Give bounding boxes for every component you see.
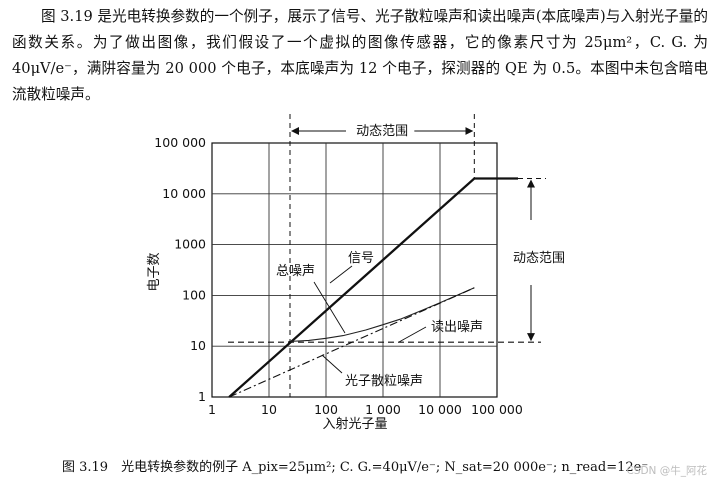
x-axis-label: 入射光子量 xyxy=(322,416,387,432)
read-noise-label: 读出噪声 xyxy=(431,320,483,335)
plot-frame xyxy=(211,142,498,398)
signal-label: 信号 xyxy=(348,251,374,266)
x-tick-label: 10 000 xyxy=(418,402,462,417)
y-axis-label: 电子数 xyxy=(147,252,162,291)
dynamic-range-label-vertical: 动态范围 xyxy=(513,251,565,266)
read-noise-label-leader xyxy=(398,326,427,343)
y-tick-label: 100 xyxy=(182,287,206,302)
caption-formula: A_pix=25μm²; C. G.=40μV/e⁻; N_sat=20 000… xyxy=(242,460,649,475)
shot-noise-line xyxy=(228,287,475,398)
shot-noise-label: 光子散粒噪声 xyxy=(345,374,423,389)
y-tick-label: 1000 xyxy=(174,237,206,252)
y-tick-label: 10 000 xyxy=(162,186,206,201)
figure-caption: 图 3.19 光电转换参数的例子 A_pix=25μm²; C. G.=40μV… xyxy=(62,456,648,475)
grid xyxy=(211,142,498,398)
x-tick-label: 1 xyxy=(208,402,216,417)
total-noise-label: 总噪声 xyxy=(276,264,315,279)
caption-prefix: 图 3.19 光电转换参数的例子 xyxy=(62,460,239,475)
y-tick-label: 1 xyxy=(198,389,206,404)
signal-line xyxy=(228,177,518,398)
total-noise-label-leader xyxy=(313,281,346,334)
x-tick-label: 100 000 xyxy=(471,402,523,417)
y-tick-label: 100 000 xyxy=(154,135,206,150)
y-tick-label: 10 xyxy=(190,338,206,353)
intro-paragraph: 图 3.19 是光电转换参数的一个例子，展示了信号、光子散粒噪声和读出噪声(本底… xyxy=(12,8,708,103)
series xyxy=(228,177,541,398)
x-tick-label: 1 000 xyxy=(365,402,401,417)
total-noise-line xyxy=(288,287,475,343)
shot-noise-label-leader xyxy=(321,354,343,374)
watermark: CSDN @牛_阿花 xyxy=(626,465,707,477)
x-tick-label: 10 xyxy=(261,402,277,417)
x-tick-label: 100 xyxy=(314,402,338,417)
tick-labels: 1 10 100 1 000 10 000 100 000 1 10 100 1000 10 000… xyxy=(154,135,523,417)
signal-label-leader xyxy=(329,265,353,284)
dynamic-range-label-horizontal: 动态范围 xyxy=(356,124,408,139)
